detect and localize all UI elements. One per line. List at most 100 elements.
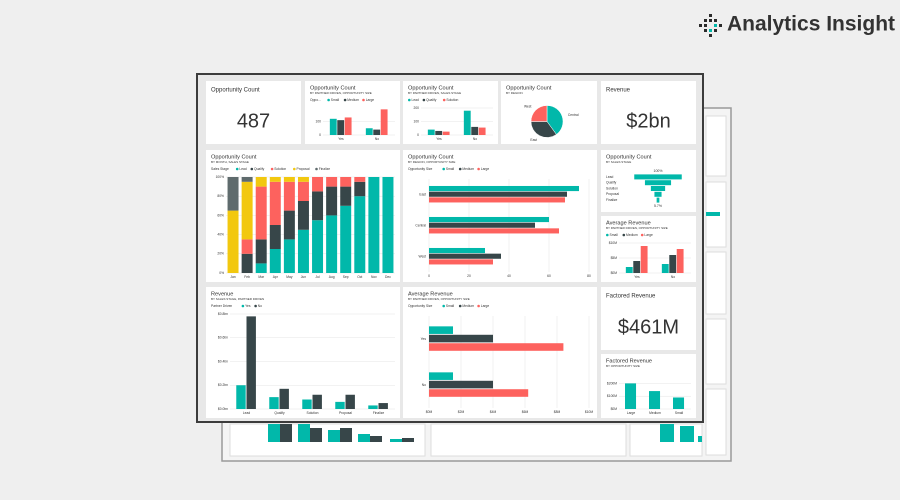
chart-title: Factored Revenue [606,358,652,364]
chart-title: Opportunity Count [408,154,454,160]
bar-segment [297,177,309,182]
legend-swatch [442,167,446,171]
bar [625,267,633,273]
x-tick-label: Feb [244,275,250,279]
chart-title: Average Revenue [606,220,651,226]
y-tick-label: $200M [607,381,617,385]
y-tick-label: 0 [319,133,321,137]
y-tick-label: $100M [607,394,617,398]
y-tick-label: $0.8bn [218,312,228,316]
bar-segment [297,181,309,201]
bar-segment [269,225,281,249]
legend-swatch [293,167,296,171]
x-tick-label: 20 [467,274,471,278]
bar [429,380,493,389]
x-tick-label: No [671,275,675,279]
y-tick-label: $10M [609,241,618,245]
bar [302,399,312,409]
bar [471,126,479,135]
legend-label: Small [446,167,455,171]
legend-title: Opportunity Size [408,167,433,171]
legend-title: Opportunity Size [408,304,433,308]
bar [335,401,345,409]
chart-subtitle: BY PARTNER DRIVEN, SALES STAGE [408,91,461,95]
x-tick-label: Medium [649,411,661,415]
bar [429,185,579,192]
bar [337,120,345,135]
legend-label: Small [331,98,340,102]
bar-segment [255,186,267,240]
legend-label: Lead [412,98,420,102]
bar-segment [368,177,380,273]
kpi-value: $2bn [626,110,671,132]
bar [429,259,493,265]
kpi-title: Revenue [606,88,631,94]
bar [478,127,486,135]
pie-slice [546,105,564,135]
legend-swatch [241,304,245,308]
bar-segment [283,181,295,211]
chart-title: Opportunity Count [606,154,652,160]
bar-segment [354,181,366,197]
legend-swatch [442,304,446,308]
x-tick-label: $4M [490,410,497,414]
x-tick-label: Oct [357,275,362,279]
bar [429,247,485,254]
bar-segment [354,177,366,182]
bar [429,228,559,234]
x-tick-label: Small [675,411,684,415]
bar-segment [340,177,352,187]
x-tick-label: Yes [436,137,442,141]
legend-swatch [270,167,274,171]
bar [365,128,373,135]
kpi-value: $461M [618,316,679,338]
bar-segment [269,249,281,273]
x-tick-label: Proposal [339,411,352,415]
legend-label: Medium [347,98,359,102]
funnel-value-label: 100% [654,169,663,173]
bar [633,261,641,273]
x-tick-label: Qualify [274,411,285,415]
x-tick-label: Aug [329,275,335,279]
y-tick-label: $5M [611,256,618,260]
bar-segment [297,201,309,230]
legend-swatch [315,167,318,171]
bar [429,191,567,197]
bar [463,110,471,135]
legend-swatch [477,304,480,308]
legend-label: Medium [626,233,638,237]
bar [345,394,355,409]
x-tick-label: 40 [507,274,511,278]
y-tick-label: 0 [417,133,419,137]
bar [661,264,669,273]
tile [601,81,696,144]
x-tick-label: Jan [230,275,235,279]
bar [269,397,279,409]
y-tick-label: 100% [216,175,225,179]
kpi-title: Opportunity Count [211,88,260,94]
y-tick-label: $0M [611,271,618,275]
bar-segment [241,177,253,182]
bar-segment [241,239,253,254]
bar [429,222,535,228]
y-tick-label: $0.0bn [218,407,228,411]
bar [378,403,388,409]
logo-icon [699,14,722,37]
funnel-label: Proposal [606,192,619,196]
bar [429,197,565,203]
slice-label: Central [568,113,579,117]
bar-segment [269,181,281,225]
chart-subtitle: BY PARTNER DRIVEN, OPPORTUNITY SIZE [408,297,470,301]
bar-segment [312,220,324,273]
x-tick-label: $0M [426,410,433,414]
legend-swatch [235,167,239,171]
legend-swatch [458,304,462,308]
bar [429,372,453,380]
y-tick-label: $0M [611,407,618,411]
bar-segment [227,210,239,273]
pie-slice [530,105,548,122]
y-tick-label: West [419,254,427,258]
legend-swatch [640,233,644,237]
bar-segment [312,177,324,192]
